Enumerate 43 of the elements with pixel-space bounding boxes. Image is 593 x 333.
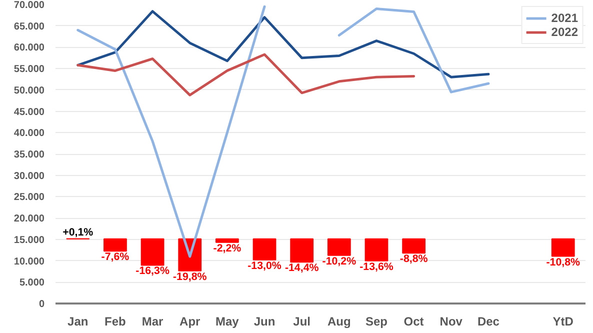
x-tick-label: Mar [142,314,164,328]
y-tick-label: 15.000 [14,234,45,246]
x-tick-label: Sep [365,314,388,328]
y-tick-label: 5.000 [19,278,45,289]
x-tick-label: Dec [477,314,500,328]
y-tick-label: 60.000 [14,42,45,54]
line-series [76,53,416,96]
x-tick-label: Apr [180,314,201,328]
data-label: +0,1% [62,226,94,239]
y-tick-label: 55.000 [14,64,45,76]
data-label: -10,2% [322,255,357,268]
x-tick-label: Aug [328,314,351,328]
data-label: -19,8% [172,270,208,283]
y-tick-label: 50.000 [14,85,45,96]
y-tick-label: 0 [38,299,45,310]
y-tick-label: 35.000 [14,150,45,160]
data-label: -13,0% [248,260,282,272]
y-tick-label: 10.000 [14,256,45,268]
legend-label: 2021 [551,11,578,25]
x-tick-label: May [216,314,240,328]
y-tick-label: 65.000 [14,21,45,32]
x-tick-label: Nov [440,314,463,328]
x-tick-label: Oct [404,314,424,328]
y-tick-label: 25.000 [14,192,45,204]
data-label: -13,6% [360,260,394,273]
y-tick-label: 20.000 [14,214,45,225]
x-tick-label: Jun [254,314,276,328]
data-label: -10,8% [546,256,581,268]
line-series [76,10,490,78]
y-tick-label: 40.000 [14,128,45,140]
data-label: -16,3% [136,265,170,278]
data-label: -14,4% [284,262,320,274]
y-tick-label: 45.000 [14,106,45,118]
data-label: -8,8% [400,253,428,266]
y-tick-label: 30.000 [14,170,45,182]
x-tick-label: Jan [68,314,88,328]
legend-label: 2022 [551,25,578,39]
x-tick-label: Jul [293,314,311,328]
data-label: -2,2% [213,242,242,254]
y-tick-label: 70.000 [14,0,45,11]
x-tick-label: Feb [104,314,126,328]
data-label: -7,6% [101,251,130,264]
x-tick-label: YtD [552,314,574,328]
